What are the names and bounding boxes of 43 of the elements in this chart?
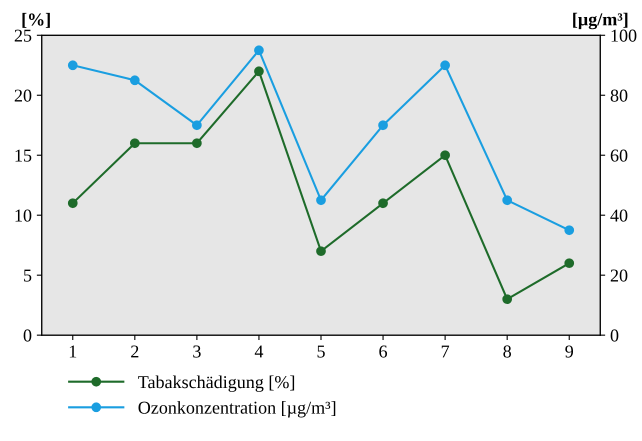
- point: [192, 138, 202, 148]
- y2-tick-label: 80: [610, 90, 628, 102]
- point: [564, 258, 574, 268]
- point: [130, 75, 140, 86]
- point: [440, 150, 450, 160]
- x-tick-label: 3: [193, 345, 201, 358]
- x-tick-label: 9: [565, 345, 574, 358]
- y2-tick-label: 60: [610, 149, 628, 162]
- y2-tick-label: 100: [612, 30, 636, 42]
- x-tick-label: 6: [379, 345, 388, 358]
- x-tick-label: 2: [131, 345, 138, 358]
- legend-label: Tabakschädigung [%]: [138, 376, 294, 392]
- y-tick-label: 20: [14, 90, 32, 102]
- y-tick-label: 25: [14, 30, 32, 42]
- point: [564, 225, 574, 236]
- point: [192, 120, 202, 130]
- x-tick-label: 4: [254, 346, 264, 358]
- point: [502, 195, 512, 206]
- x-tick-label: 8: [503, 345, 512, 358]
- y-tick-label: 10: [16, 209, 32, 222]
- y2-tick-label: 0: [610, 329, 618, 342]
- y-tick-label: 15: [16, 150, 32, 162]
- x-tick-label: 7: [442, 346, 450, 358]
- point: [254, 45, 264, 56]
- point: [440, 60, 450, 70]
- y2-tick-label: 20: [610, 269, 628, 282]
- x-tick-label: 5: [318, 346, 325, 358]
- point: [130, 138, 140, 148]
- point: [316, 195, 326, 206]
- y2-axis-title: [µg/m³]: [573, 12, 628, 30]
- legend-label: Ozonkonzentration [µg/m³]: [138, 401, 336, 418]
- y-axis-title: [%]: [22, 12, 50, 28]
- point: [316, 246, 326, 256]
- x-tick-label: 1: [70, 345, 76, 358]
- point: [68, 60, 78, 70]
- y-tick-label: 0: [24, 329, 32, 342]
- point: [502, 294, 512, 304]
- point: [378, 198, 388, 208]
- point: [254, 66, 264, 76]
- y-tick-label: 5: [24, 270, 32, 282]
- point: [68, 198, 78, 208]
- y2-tick-label: 40: [610, 209, 628, 222]
- point: [378, 120, 388, 130]
